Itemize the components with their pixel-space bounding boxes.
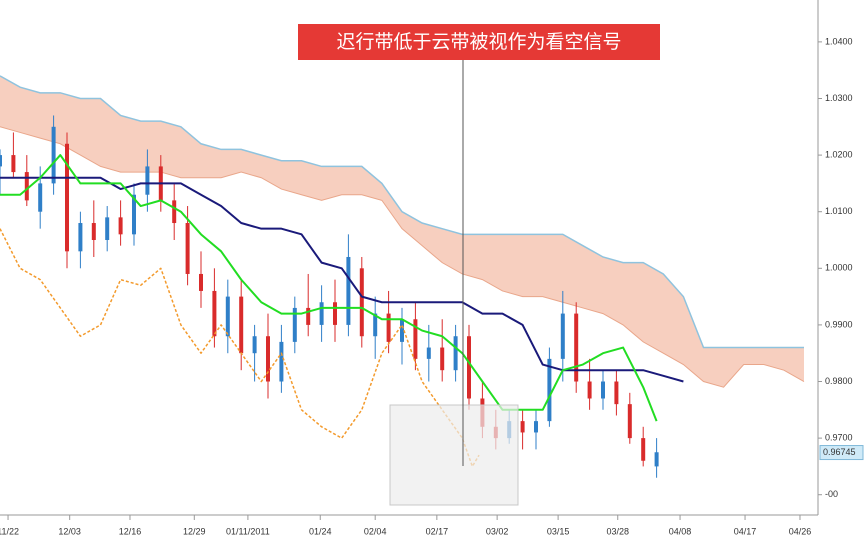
cloud-upper	[0, 75, 804, 349]
annotation: 迟行带低于云带被视作为看空信号	[336, 31, 621, 53]
candle-body	[426, 347, 431, 359]
candle-body	[654, 452, 659, 467]
cloud-fill	[0, 75, 804, 388]
candle-body	[65, 143, 69, 252]
candle-body	[132, 194, 136, 235]
x-tick-label: 02/17	[426, 526, 449, 536]
candle-body	[547, 358, 552, 422]
x-tick-label: 03/02	[486, 526, 509, 536]
candle-body	[587, 381, 592, 399]
x-tick-label: 04/17	[734, 526, 757, 536]
candle-body	[252, 336, 257, 354]
candle-body	[520, 421, 525, 433]
last-price-label: 0.96745	[823, 447, 856, 457]
x-tick-label: 02/04	[364, 526, 387, 536]
candle-body	[279, 341, 284, 382]
candle-body	[51, 126, 56, 184]
candle-body	[614, 381, 619, 405]
x-tick-label: 04/26	[789, 526, 812, 536]
y-tick-label: 1.0200	[825, 149, 853, 159]
candle-body	[440, 347, 445, 371]
indicator-line	[0, 176, 684, 383]
indicator-line	[0, 154, 658, 422]
y-tick-label: 1.0400	[825, 36, 853, 46]
candle-body	[319, 302, 324, 325]
y-tick-label: 1.0100	[825, 206, 853, 216]
candle-body	[172, 200, 177, 224]
candle-body	[373, 313, 378, 337]
candle-body	[386, 313, 391, 342]
y-tick-label: 1.0300	[825, 93, 853, 103]
candle-body	[24, 172, 29, 201]
candle-body	[212, 290, 217, 337]
candle-body	[534, 421, 538, 433]
candle-body	[266, 336, 270, 382]
candle-body	[306, 307, 311, 325]
y-tick-label: 0.9700	[825, 432, 853, 442]
x-tick-label: 01/11/2011	[226, 526, 270, 536]
cloud-lower	[0, 126, 805, 388]
x-tick-label: 03/28	[606, 526, 629, 536]
candle-body	[400, 319, 404, 342]
candle-body	[78, 223, 83, 252]
candle-body	[413, 319, 418, 359]
candle-body	[38, 183, 43, 212]
x-tick-label: 12/03	[58, 526, 81, 536]
x-tick-label: 12/29	[183, 526, 206, 536]
x-tick-label: 01/24	[309, 526, 332, 536]
candle-body	[346, 256, 351, 325]
x-tick-label: 04/08	[669, 526, 692, 536]
candle-body	[574, 313, 579, 382]
candle-body	[91, 223, 96, 240]
candle-body	[185, 223, 190, 274]
candle-body	[359, 268, 364, 337]
candle-body	[118, 217, 123, 235]
candle-body	[467, 336, 471, 399]
candle-body	[601, 381, 605, 399]
last-price-tag	[819, 445, 864, 461]
candle-body	[105, 217, 110, 240]
candle-body	[0, 155, 2, 167]
x-tick-label: 12/16	[119, 526, 142, 536]
candle-body	[292, 307, 297, 342]
plot-area	[0, 75, 805, 478]
candle-body	[225, 296, 230, 337]
candle-body	[333, 302, 337, 325]
annotation-box	[298, 24, 660, 60]
x-tick-label: 11/22	[0, 526, 19, 536]
candle-body	[641, 438, 646, 461]
y-tick-label: 1.0000	[825, 263, 853, 273]
candle-body	[145, 166, 150, 195]
y-tick-label: -00	[825, 489, 838, 499]
candle-body	[11, 155, 16, 173]
x-tick-label: 03/15	[547, 526, 570, 536]
candle-body	[453, 336, 458, 371]
candle-body	[560, 313, 565, 359]
y-tick-label: 0.9900	[825, 319, 853, 329]
indicator-line	[0, 228, 480, 468]
highlight-box	[389, 404, 519, 506]
y-tick-label: 0.9800	[825, 376, 853, 386]
candle-body	[199, 273, 203, 291]
candle-body	[627, 404, 632, 439]
candle-body	[239, 296, 244, 354]
